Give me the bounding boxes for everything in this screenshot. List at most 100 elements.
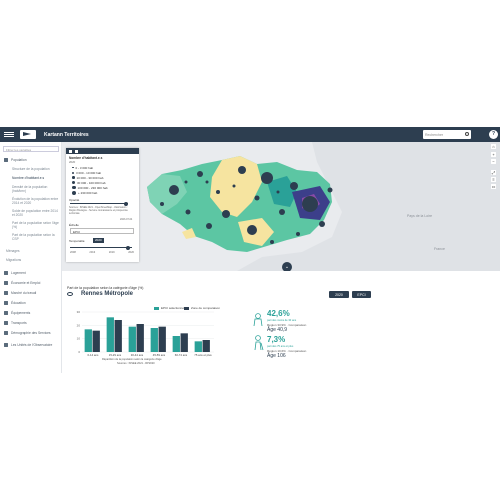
bar[interactable] — [114, 320, 122, 352]
sidebar-sub-item[interactable]: Structure de la population — [12, 167, 50, 171]
sidebar-item-logement[interactable]: Logement — [4, 271, 26, 275]
kpi-value: 42,6% — [267, 309, 290, 318]
bar[interactable] — [180, 333, 188, 352]
sidebar-section-label: Population — [11, 158, 27, 162]
time-tick: 2008 — [70, 251, 76, 254]
bar[interactable] — [202, 340, 210, 352]
time-slider[interactable] — [70, 247, 132, 248]
epci-area[interactable] — [267, 176, 297, 207]
sidebar-item-economie[interactable]: Économie et Emploi — [4, 281, 40, 285]
legend-list-icon[interactable] — [75, 149, 78, 153]
sidebar-sub-item[interactable]: Évolution de la population entre 2014 et… — [12, 197, 59, 205]
sidebar-search-input[interactable]: Filtrer les variables — [3, 146, 59, 152]
home-view-icon[interactable]: ⌂ — [491, 144, 496, 149]
map-legend: Nombre d'habitant.e.s 2020 0 - 3 000 hab… — [66, 148, 139, 262]
bar[interactable] — [84, 329, 92, 352]
sidebar-item-transports[interactable]: Transports — [4, 321, 27, 325]
chart-source: Sources : INSEE 2021 - RP2020 — [117, 362, 155, 365]
sidebar-item-equipements[interactable]: Équipements — [4, 311, 30, 315]
sidebar-item-demographie[interactable]: Démographie des Services — [4, 331, 51, 335]
opacity-slider[interactable] — [70, 203, 128, 204]
app-title: Kartann Territoires — [44, 131, 89, 138]
app-window: Kartann Territoires Rechercher ? Filtrer… — [0, 127, 500, 373]
scale-select[interactable]: EPCI — [70, 228, 134, 234]
elderly-person-icon — [254, 335, 264, 351]
time-ticks: 2008 2013 2019 2020 — [70, 251, 134, 254]
legend-class-label: 3 000 - 10 000 hab — [76, 170, 102, 175]
time-slider-handle[interactable] — [126, 245, 130, 250]
sidebar-sub-item[interactable]: Migrations — [6, 258, 22, 262]
opacity-slider-handle[interactable] — [124, 201, 128, 206]
year-button[interactable]: 2020 — [329, 291, 349, 298]
sidebar-item-label: Logement — [11, 271, 26, 275]
bar[interactable] — [150, 328, 158, 352]
menu-icon[interactable] — [4, 130, 14, 140]
legend-classes: 0 - 3 000 hab 3 000 - 10 000 hab 10 000 … — [72, 165, 108, 195]
legend-source-date: 2023-07-04 — [120, 218, 133, 221]
sidebar-item-education[interactable]: Éducation — [4, 301, 26, 305]
kpi-big: Âge 40,9 — [267, 327, 288, 333]
legend-class-label: 10 000 - 30 000 hab — [76, 175, 104, 180]
time-label: Temporalité — [69, 239, 85, 243]
kpi-value: 7,3% — [267, 335, 286, 344]
sidebar-sub-item[interactable]: Part de la population selon la CSP — [12, 233, 55, 241]
search-icon[interactable] — [465, 132, 469, 136]
app-logo — [20, 130, 36, 139]
legend-grid-icon[interactable] — [69, 149, 72, 153]
legend-year: 2020 — [69, 160, 76, 164]
mainland — [237, 142, 500, 271]
legend-swatch — [184, 306, 189, 310]
briefcase-icon — [4, 281, 8, 285]
x-tick-label: 0-14 ans — [88, 353, 99, 357]
sidebar-sub-item[interactable]: Part de la population selon l'âge (%) — [12, 221, 59, 229]
epci-area[interactable] — [210, 156, 262, 217]
sidebar-sub-item[interactable]: Solde de population entre 2014 et 2020 — [12, 209, 58, 217]
legend-toolbar — [66, 148, 139, 154]
collapse-panel-button[interactable]: ⌄ — [282, 262, 292, 271]
bar[interactable] — [158, 326, 166, 352]
person-icon — [253, 313, 263, 327]
bar[interactable] — [106, 317, 114, 352]
legend-title: Nombre d'habitant.e.s — [69, 156, 103, 160]
sidebar-item-marche[interactable]: Marché du travail — [4, 291, 36, 295]
epci-button[interactable]: EPCI — [352, 291, 371, 298]
time-tick: 2020 — [128, 251, 134, 254]
chart-icon — [4, 291, 8, 295]
y-tick-label: 0 — [78, 350, 80, 354]
layers-icon[interactable]: ≡ — [491, 177, 496, 182]
legend-source: Sources : INSEE 2021 - OpenStreetMap - V… — [69, 206, 128, 215]
sidebar-section-population[interactable]: Population — [4, 158, 27, 162]
eye-icon[interactable] — [67, 292, 73, 296]
opacity-label: Opacité — [69, 198, 80, 202]
kpi-sub: Région 33,9% · Comparaison — [267, 323, 307, 327]
bar[interactable] — [136, 324, 144, 352]
x-tick-label: 30-44 ans — [131, 353, 144, 357]
time-tick: 2019 — [108, 251, 115, 254]
legend-class-label: 30 000 - 100 000 hab — [77, 180, 106, 185]
bar[interactable] — [172, 336, 180, 352]
time-tick: 2013 — [89, 251, 96, 254]
fullscreen-icon[interactable]: ⤢ — [491, 170, 496, 175]
zoom-in-button[interactable]: + — [491, 152, 496, 157]
epci-button-label: EPCI — [357, 292, 366, 297]
x-tick-label: 15-29 ans — [109, 353, 122, 357]
epci-area[interactable] — [147, 174, 187, 214]
epci-area[interactable] — [182, 228, 196, 239]
search-input[interactable]: Rechercher — [423, 130, 471, 139]
info-icon — [4, 343, 8, 347]
legend-class-label: 100 000 - 230 000 hab — [77, 185, 108, 190]
zoom-out-button[interactable]: − — [491, 159, 496, 164]
print-icon[interactable]: ▭ — [491, 184, 496, 189]
help-button[interactable]: ? — [489, 130, 498, 139]
bar[interactable] — [194, 341, 202, 352]
sidebar-sub-item[interactable]: Ménages — [6, 249, 20, 253]
bar[interactable] — [128, 326, 136, 352]
bar[interactable] — [92, 330, 100, 352]
chart-caption: Répartition de la population selon la ca… — [102, 358, 162, 361]
sidebar-sub-item[interactable]: Densité de la population (hab/km²) — [12, 185, 48, 193]
sidebar-item-observatoire[interactable]: Les Unités de l'Observatoire — [4, 343, 52, 347]
sidebar-item-label: Les Unités de l'Observatoire — [11, 343, 53, 347]
year-button-label: 2020 — [335, 292, 343, 297]
sidebar-sub-item[interactable]: Nombre d'habitant.e.s — [12, 176, 45, 180]
chart-legend-a: EPCI sélectionné — [154, 306, 184, 310]
